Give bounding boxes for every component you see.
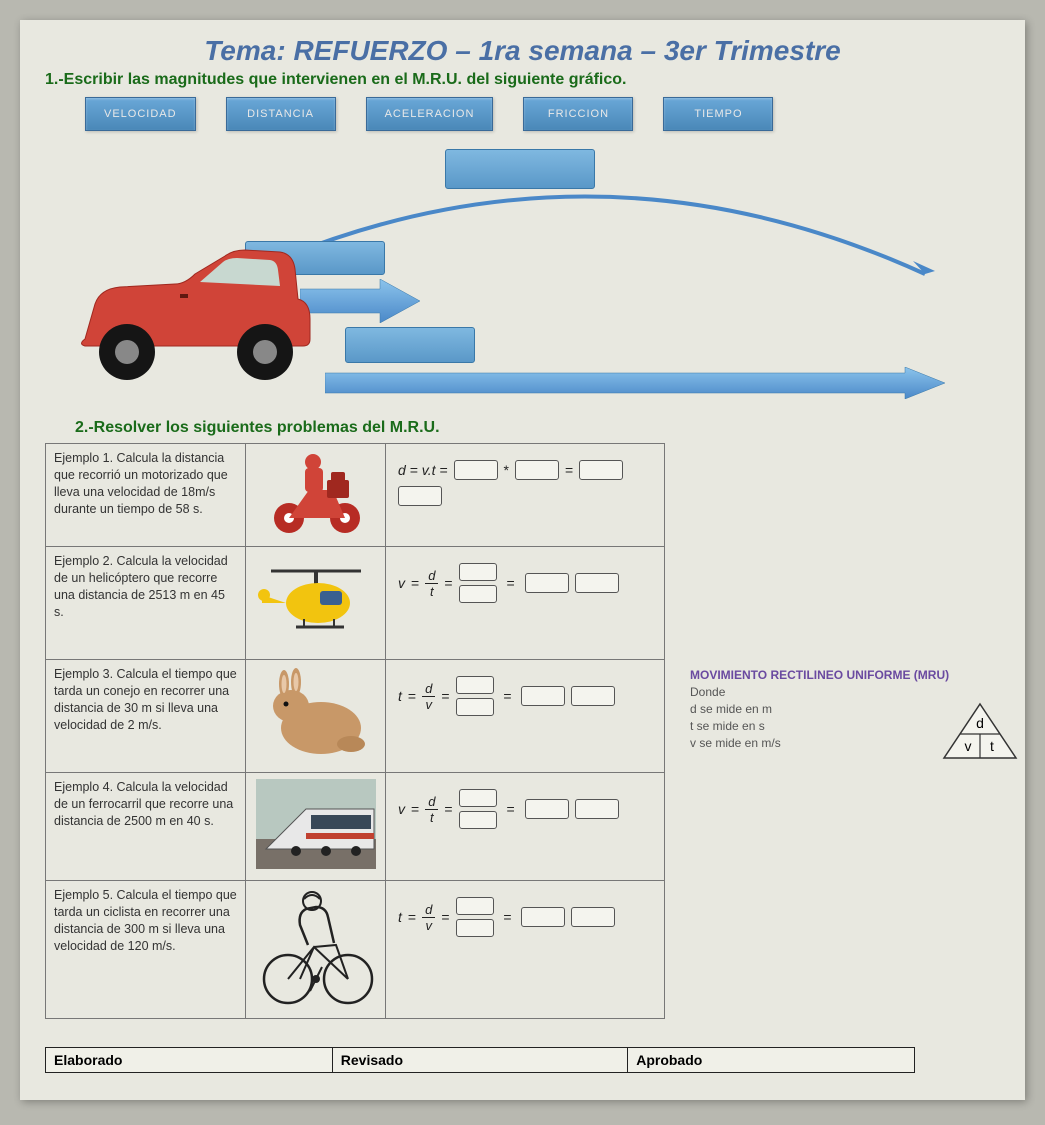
eq-num: d bbox=[425, 794, 438, 810]
page-title: Tema: REFUERZO – 1ra semana – 3er Trimes… bbox=[45, 35, 1000, 67]
problem-2-image bbox=[246, 547, 386, 660]
problem-5-text: Ejemplo 5. Calcula el tiempo que tarda u… bbox=[46, 881, 246, 1019]
problems-table: Ejemplo 1. Calcula la distancia que reco… bbox=[45, 443, 665, 1019]
eq-den: t bbox=[427, 584, 437, 599]
eq-var: t bbox=[398, 909, 402, 925]
problem-3-image bbox=[246, 660, 386, 773]
answer-box[interactable] bbox=[456, 919, 494, 937]
answer-box[interactable] bbox=[575, 799, 619, 819]
train-icon bbox=[256, 779, 376, 869]
mru-legend: MOVIMIENTO RECTILINEO UNIFORME (MRU) Don… bbox=[690, 665, 1030, 753]
problem-row-5: Ejemplo 5. Calcula el tiempo que tarda u… bbox=[46, 881, 665, 1019]
problem-5-image bbox=[246, 881, 386, 1019]
problem-1-image bbox=[246, 444, 386, 547]
answer-box[interactable] bbox=[454, 460, 498, 480]
footer-aprobado: Aprobado bbox=[628, 1048, 915, 1073]
answer-box[interactable] bbox=[575, 573, 619, 593]
problem-4-image bbox=[246, 773, 386, 881]
chip-aceleracion[interactable]: ACELERACION bbox=[366, 97, 494, 131]
problem-3-text: Ejemplo 3. Calcula el tiempo que tarda u… bbox=[46, 660, 246, 773]
eq-var: t bbox=[398, 688, 402, 704]
eq1-prefix: d = v.t = bbox=[398, 462, 448, 478]
answer-box[interactable] bbox=[571, 686, 615, 706]
eq-num: d bbox=[425, 568, 438, 584]
answer-box[interactable] bbox=[459, 789, 497, 807]
eq-num: d bbox=[422, 902, 435, 918]
question-1: 1.-Escribir las magnitudes que intervien… bbox=[45, 71, 1000, 89]
eq-den: t bbox=[427, 810, 437, 825]
tri-d: d bbox=[976, 715, 984, 731]
eq-var: v bbox=[398, 575, 405, 591]
answer-box[interactable] bbox=[525, 799, 569, 819]
problem-5-equation: t = dv = = bbox=[386, 881, 665, 1019]
eq-var: v bbox=[398, 801, 405, 817]
legend-title: MOVIMIENTO RECTILINEO UNIFORME (MRU) bbox=[690, 668, 1030, 682]
legend-line: Donde bbox=[690, 685, 1030, 699]
chip-friccion[interactable]: FRICCION bbox=[523, 97, 633, 131]
answer-box[interactable] bbox=[459, 585, 497, 603]
problem-2-equation: v = dt = = bbox=[386, 547, 665, 660]
arrow-small bbox=[300, 279, 420, 323]
problem-3-equation: t = dv = = bbox=[386, 660, 665, 773]
footer-elaborado: Elaborado bbox=[46, 1048, 333, 1073]
chip-distancia[interactable]: DISTANCIA bbox=[226, 97, 336, 131]
answer-box[interactable] bbox=[398, 486, 442, 506]
answer-box[interactable] bbox=[521, 907, 565, 927]
question-2: 2.-Resolver los siguientes problemas del… bbox=[75, 419, 1000, 437]
footer-table: Elaborado Revisado Aprobado bbox=[45, 1047, 915, 1073]
car-icon bbox=[65, 244, 315, 389]
answer-box[interactable] bbox=[456, 897, 494, 915]
answer-box[interactable] bbox=[525, 573, 569, 593]
mru-diagram bbox=[45, 149, 1000, 409]
problem-row-3: Ejemplo 3. Calcula el tiempo que tarda u… bbox=[46, 660, 665, 773]
cyclist-icon bbox=[256, 887, 376, 1007]
answer-box[interactable] bbox=[459, 563, 497, 581]
drop-slot-arrow[interactable] bbox=[345, 327, 475, 363]
rabbit-icon bbox=[256, 666, 376, 761]
problem-row-2: Ejemplo 2. Calcula la velocidad de un he… bbox=[46, 547, 665, 660]
answer-box[interactable] bbox=[459, 811, 497, 829]
problem-4-text: Ejemplo 4. Calcula la velocidad de un fe… bbox=[46, 773, 246, 881]
eq-num: d bbox=[422, 681, 435, 697]
eq-den: v bbox=[422, 697, 435, 712]
problem-2-text: Ejemplo 2. Calcula la velocidad de un he… bbox=[46, 547, 246, 660]
magnitude-chips: VELOCIDAD DISTANCIA ACELERACION FRICCION… bbox=[85, 97, 1000, 131]
motorbike-icon bbox=[261, 450, 371, 535]
tri-v: v bbox=[965, 738, 972, 754]
answer-box[interactable] bbox=[456, 676, 494, 694]
problem-1-equation: d = v.t = * = bbox=[386, 444, 665, 547]
problem-4-equation: v = dt = = bbox=[386, 773, 665, 881]
problem-row-4: Ejemplo 4. Calcula la velocidad de un fe… bbox=[46, 773, 665, 881]
answer-box[interactable] bbox=[456, 698, 494, 716]
tri-t: t bbox=[990, 738, 994, 754]
problem-1-text: Ejemplo 1. Calcula la distancia que reco… bbox=[46, 444, 246, 547]
footer-revisado: Revisado bbox=[332, 1048, 627, 1073]
helicopter-icon bbox=[256, 553, 376, 648]
chip-tiempo[interactable]: TIEMPO bbox=[663, 97, 773, 131]
eq-den: v bbox=[422, 918, 435, 933]
answer-box[interactable] bbox=[521, 686, 565, 706]
worksheet-page: Tema: REFUERZO – 1ra semana – 3er Trimes… bbox=[20, 20, 1025, 1100]
problem-row-1: Ejemplo 1. Calcula la distancia que reco… bbox=[46, 444, 665, 547]
dvt-triangle-icon: d v t bbox=[940, 700, 1020, 764]
chip-velocidad[interactable]: VELOCIDAD bbox=[85, 97, 196, 131]
answer-box[interactable] bbox=[579, 460, 623, 480]
answer-box[interactable] bbox=[571, 907, 615, 927]
answer-box[interactable] bbox=[515, 460, 559, 480]
arrow-long bbox=[325, 367, 945, 399]
